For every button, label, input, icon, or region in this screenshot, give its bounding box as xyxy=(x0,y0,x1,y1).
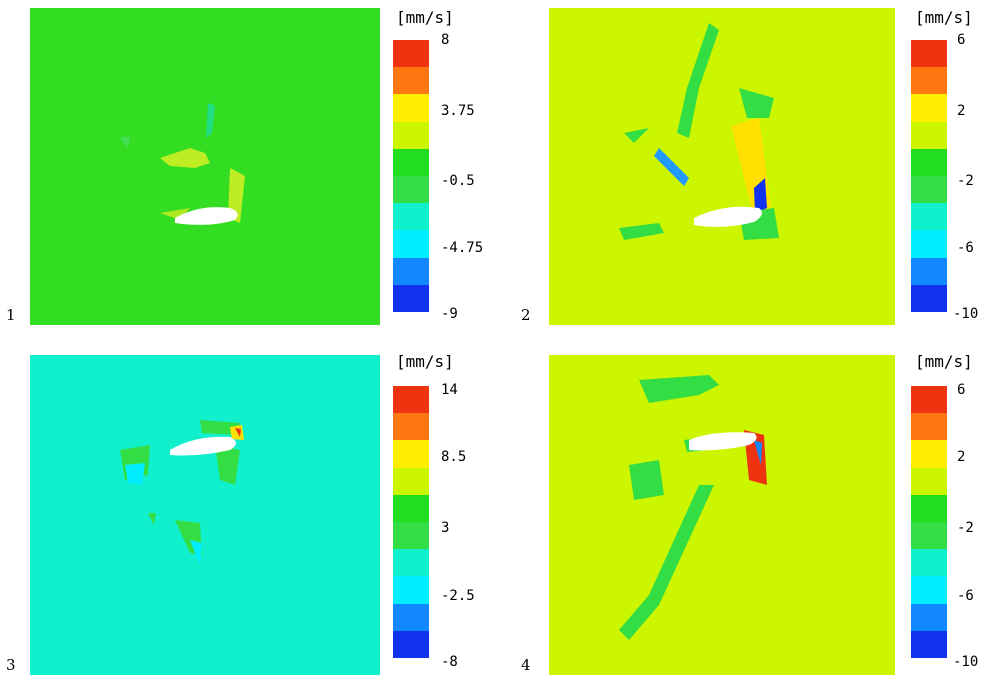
colorbar xyxy=(393,386,429,658)
colorbar-tick: 6 xyxy=(957,382,966,398)
colorbar-tick: 8.5 xyxy=(441,449,467,465)
colorbar-tick: -2 xyxy=(957,173,974,189)
colorbar xyxy=(911,386,947,658)
panel-1: 1 [mm/s] 8 3.75 -0.5 -4.75 -9 xyxy=(0,0,496,337)
colorbar-tick: 3 xyxy=(441,520,450,536)
colorbar-tick: -6 xyxy=(957,240,974,256)
colorbar-tick: 2 xyxy=(957,449,966,465)
colorbar-tick: -10 xyxy=(953,306,979,322)
panel-4: 4 [mm/s] 6 2 -2 -6 -10 xyxy=(497,338,993,675)
panel-label: 2 xyxy=(521,306,531,324)
colorbar-tick: -2.5 xyxy=(441,588,475,604)
panel-2: 2 [mm/s] 6 2 -2 -6 -10 xyxy=(497,0,993,337)
unit-label: [mm/s] xyxy=(915,352,973,371)
panel-label: 3 xyxy=(6,656,16,674)
colorbar-tick: 3.75 xyxy=(441,103,475,119)
colorbar-tick: 6 xyxy=(957,32,966,48)
velocity-field xyxy=(549,355,895,675)
colorbar-tick: -9 xyxy=(441,306,458,322)
colorbar-tick: -2 xyxy=(957,520,974,536)
colorbar-tick: -4.75 xyxy=(441,240,484,256)
unit-label: [mm/s] xyxy=(915,8,973,27)
colorbar-tick: -0.5 xyxy=(441,173,475,189)
panel-label: 4 xyxy=(521,656,531,674)
colorbar-tick: -8 xyxy=(441,654,458,670)
colorbar-tick: 8 xyxy=(441,32,450,48)
colorbar-tick: -10 xyxy=(953,654,979,670)
colorbar-tick: -6 xyxy=(957,588,974,604)
panel-label: 1 xyxy=(6,306,16,324)
panel-3: 3 [mm/s] 14 8.5 3 -2.5 -8 xyxy=(0,338,496,675)
unit-label: [mm/s] xyxy=(396,8,454,27)
colorbar-tick: 2 xyxy=(957,103,966,119)
velocity-field xyxy=(30,355,380,675)
colorbar xyxy=(393,40,429,312)
velocity-field xyxy=(549,8,895,325)
colorbar xyxy=(911,40,947,312)
velocity-field xyxy=(30,8,380,325)
unit-label: [mm/s] xyxy=(396,352,454,371)
colorbar-tick: 14 xyxy=(441,382,458,398)
